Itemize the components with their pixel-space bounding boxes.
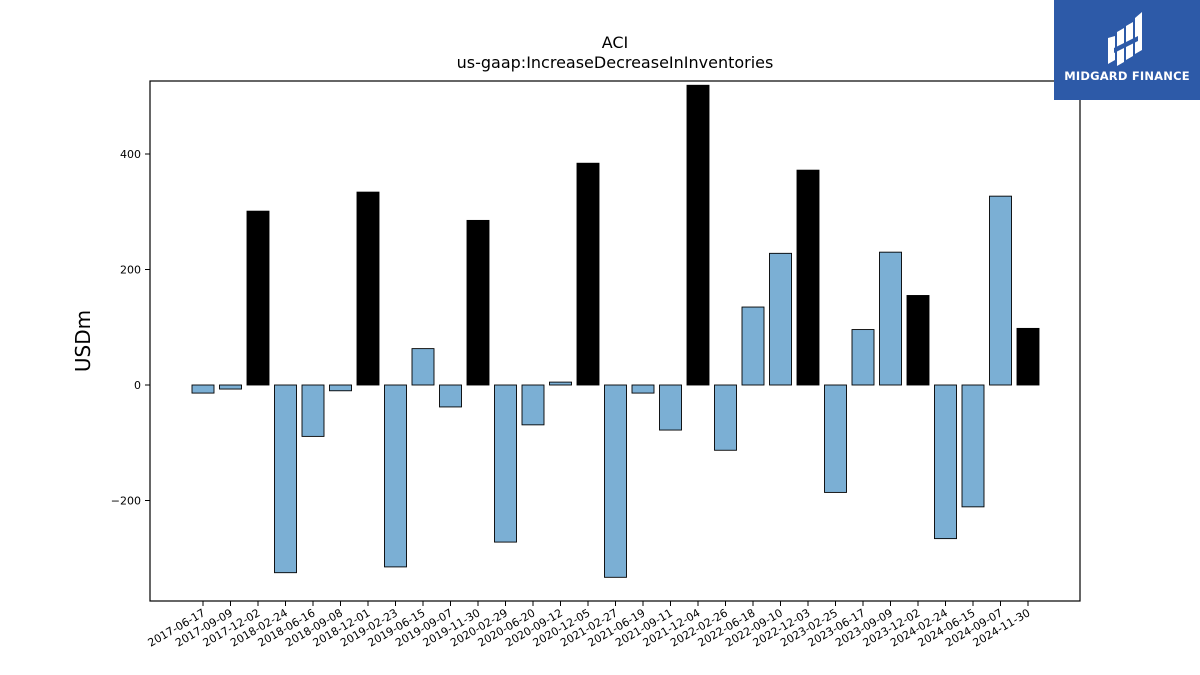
bar-2022-09-10 (769, 252, 792, 386)
bar-2024-09-07 (989, 195, 1012, 386)
chart-subtitle: us-gaap:IncreaseDecreaseInInventories (457, 53, 774, 72)
bar-2022-02-26 (714, 384, 737, 451)
bar-2024-11-30 (1016, 327, 1040, 386)
y-axis-label: USDm (71, 310, 95, 372)
bar-2017-06-17 (191, 384, 215, 394)
bar-2021-06-19 (631, 384, 655, 394)
bar-2023-02-25 (824, 384, 847, 493)
bar-2023-06-17 (851, 329, 875, 386)
bar-2018-02-24 (274, 384, 297, 574)
logo-text: MIDGARD FINANCE (1064, 69, 1190, 83)
y-tick-label: 400 (120, 148, 141, 161)
bar-2021-02-27 (604, 384, 627, 578)
bar-2024-06-15 (961, 384, 985, 508)
bar-2021-09-11 (659, 384, 682, 431)
bar-2017-09-09 (219, 384, 242, 390)
x-axis-ticks: 2017-06-172017-09-092017-12-022018-02-24… (146, 601, 1033, 650)
bar-2018-12-01 (356, 191, 380, 386)
plot-frame (149, 80, 1081, 602)
bar-2022-12-03 (796, 169, 820, 386)
bar-2017-12-02 (246, 210, 270, 386)
y-tick-label: 0 (134, 379, 141, 392)
bar-2021-12-04 (686, 84, 710, 386)
bar-2018-06-16 (301, 384, 325, 437)
bar-2020-02-29 (494, 384, 517, 543)
bar-2023-09-09 (879, 251, 902, 386)
bar-2022-06-18 (741, 306, 765, 386)
chart-title: ACI (602, 33, 629, 52)
bar-2019-11-30 (466, 219, 490, 386)
bar-2018-09-08 (329, 384, 352, 392)
bar-2019-02-23 (384, 384, 407, 568)
bar-2019-09-07 (439, 384, 462, 408)
midgard-logo-icon (1108, 12, 1142, 66)
bar-2020-06-20 (521, 384, 545, 426)
y-tick-label: −200 (111, 495, 141, 508)
bar-2024-02-24 (934, 384, 957, 540)
bar-2020-09-12 (549, 381, 572, 386)
bar-2020-12-05 (576, 162, 600, 386)
midgard-finance-logo: MIDGARD FINANCE (1054, 0, 1200, 100)
bar-2023-12-02 (906, 295, 930, 386)
y-axis-ticks: −200 0 200 400 (111, 148, 150, 508)
bar-2019-06-15 (411, 348, 435, 386)
y-tick-label: 200 (120, 264, 141, 277)
bars-group (191, 84, 1040, 578)
